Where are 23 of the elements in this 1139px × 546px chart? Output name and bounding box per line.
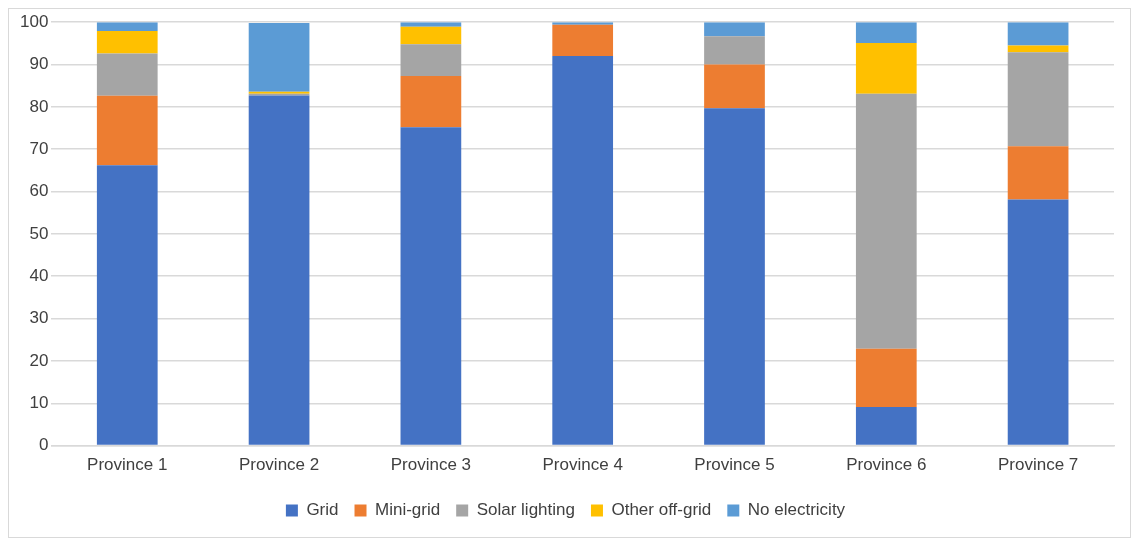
legend-label: Mini-grid xyxy=(375,500,441,520)
y-tick-label: 80 xyxy=(29,96,49,116)
legend-label: No electricity xyxy=(747,500,846,520)
y-tick-label: 30 xyxy=(29,308,49,328)
y-tick-label: 50 xyxy=(29,223,49,243)
y-tick-label: 100 xyxy=(19,11,49,31)
legend-label: Other off-grid xyxy=(611,500,712,520)
legend-label: Grid xyxy=(306,500,339,520)
x-tick-label: Province 7 xyxy=(997,455,1079,475)
legend-label: Solar lighting xyxy=(476,500,575,520)
y-tick-label: 70 xyxy=(29,138,49,158)
x-tick-label: Province 5 xyxy=(694,455,775,475)
x-tick-label: Province 3 xyxy=(390,455,472,475)
x-tick-label: Province 6 xyxy=(846,455,927,475)
y-tick-label: 10 xyxy=(29,392,49,412)
x-tick-label: Province 1 xyxy=(87,455,168,475)
y-tick-label: 90 xyxy=(29,54,49,74)
y-tick-label: 40 xyxy=(29,265,49,285)
x-tick-label: Province 2 xyxy=(238,455,320,475)
y-tick-label: 0 xyxy=(38,435,49,455)
x-tick-label: Province 4 xyxy=(542,455,623,475)
y-tick-label: 60 xyxy=(29,181,49,201)
y-tick-label: 20 xyxy=(29,350,49,370)
